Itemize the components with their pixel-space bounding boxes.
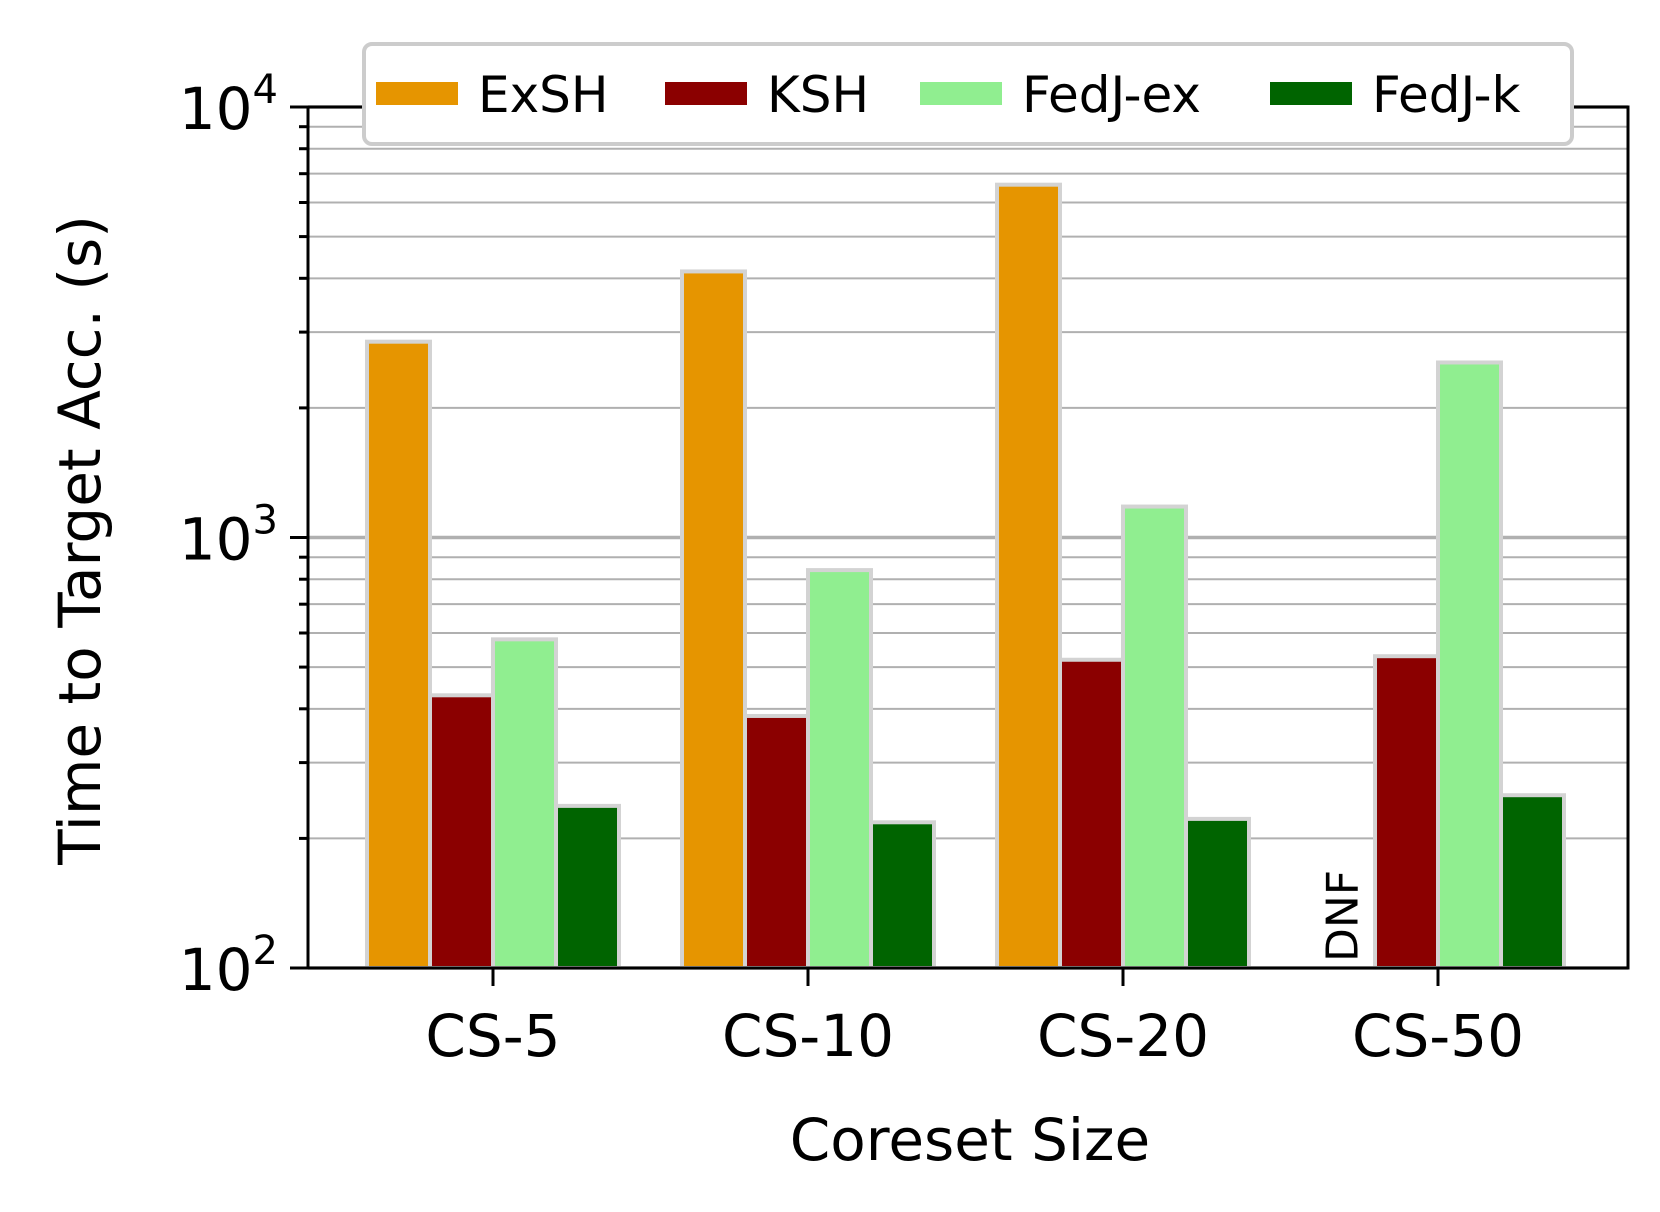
x-tick-label: CS-20	[1037, 1002, 1209, 1070]
bar-ksh-cs-10	[743, 713, 810, 971]
x-tick-label: CS-50	[1352, 1002, 1524, 1070]
x-tick-label: CS-5	[425, 1002, 560, 1070]
x-axis-label: Coreset Size	[790, 1106, 1150, 1174]
dnf-annotation: DNF	[1318, 870, 1369, 962]
bar-exsh-cs-10	[680, 269, 747, 970]
bar-ksh-cs-20	[1058, 657, 1125, 970]
bar-fedj-k-cs-50	[1499, 793, 1566, 971]
x-tick-label: CS-10	[722, 1002, 894, 1070]
annotations: DNF	[1318, 870, 1369, 962]
legend-label-fedj-ex: FedJ-ex	[1022, 66, 1201, 124]
y-tick-label: 104	[179, 67, 278, 143]
bars	[365, 182, 1566, 971]
legend-label-ksh: KSH	[767, 66, 869, 124]
legend-swatch-ksh	[665, 82, 747, 105]
legend-label-exsh: ExSH	[478, 66, 609, 124]
bar-exsh-cs-20	[995, 182, 1062, 970]
bar-fedj-k-cs-5	[554, 803, 621, 970]
legend: ExSH KSH FedJ-ex FedJ-k	[362, 42, 1574, 146]
axes: 102 103 104 CS-5 CS-10 CS-20 CS-50	[179, 67, 1630, 1070]
bar-fedj-k-cs-20	[1184, 816, 1251, 970]
bar-fedj-ex-cs-10	[806, 568, 873, 970]
legend-label-fedj-k: FedJ-k	[1372, 66, 1521, 124]
y-tick-label: 102	[179, 928, 278, 1004]
bar-fedj-ex-cs-50	[1436, 360, 1503, 971]
legend-swatch-fedj-k	[1270, 82, 1352, 105]
bar-ksh-cs-50	[1373, 654, 1440, 970]
legend-swatch-fedj-ex	[920, 82, 1002, 105]
y-tick-label: 103	[179, 498, 278, 574]
bar-ksh-cs-5	[428, 693, 495, 970]
legend-swatch-exsh	[376, 82, 458, 105]
y-axis-label: Time to Target Acc. (s)	[46, 215, 114, 866]
bar-fedj-k-cs-10	[869, 820, 936, 971]
bar-fedj-ex-cs-20	[1121, 504, 1188, 970]
bar-fedj-ex-cs-5	[491, 637, 558, 970]
bar-exsh-cs-5	[365, 339, 432, 971]
